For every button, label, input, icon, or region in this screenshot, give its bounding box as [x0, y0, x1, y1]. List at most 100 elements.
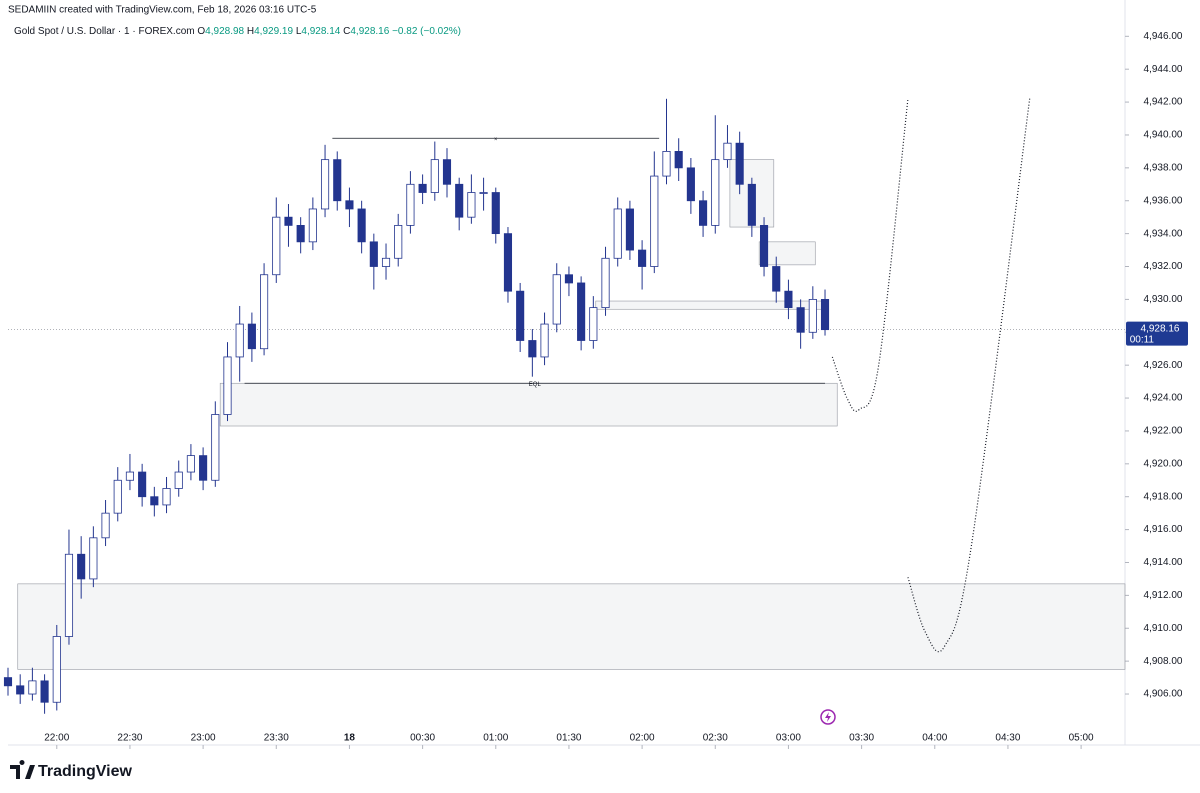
y-tick-label: 4,926.00	[1144, 360, 1183, 371]
candle-body	[369, 241, 378, 267]
candle-body	[162, 488, 171, 506]
y-tick-label: 4,920.00	[1144, 458, 1183, 469]
candle-body	[711, 159, 720, 226]
candle-body	[235, 323, 244, 358]
candle-body	[699, 200, 708, 226]
projection-path	[831, 98, 909, 412]
candle-body	[479, 192, 488, 194]
candle-body	[613, 208, 622, 259]
candle-body	[455, 183, 464, 218]
candle-body	[211, 414, 220, 481]
candle-body	[296, 225, 305, 243]
symbol-name: Gold Spot / U.S. Dollar · 1 · FOREX.com	[14, 26, 195, 37]
candle-body	[564, 274, 573, 284]
ohlc-value: 4,929.19	[254, 26, 293, 37]
zone	[219, 382, 838, 427]
brand: TradingView	[38, 763, 133, 780]
x-tick-label: 05:00	[1069, 733, 1094, 744]
candle-body	[723, 142, 732, 161]
x-tick-label: 23:30	[264, 733, 289, 744]
candle-body	[284, 216, 293, 226]
candle-body	[320, 159, 330, 210]
ohlc-label: L	[296, 26, 302, 37]
y-tick-label: 4,932.00	[1144, 261, 1183, 272]
y-tick-label: 4,946.00	[1144, 31, 1183, 42]
candle-body	[345, 200, 354, 210]
candle-body	[808, 298, 817, 333]
candle-body	[186, 455, 195, 473]
candle-body	[394, 225, 403, 259]
ohlc-value: 4,928.16	[350, 26, 389, 37]
credit: SEDAMIIN created with TradingView.com, F…	[8, 5, 317, 16]
candle-body	[516, 290, 525, 341]
candle-body	[89, 537, 98, 580]
y-tick-label: 4,908.00	[1144, 656, 1183, 667]
y-tick-label: 4,940.00	[1144, 130, 1183, 141]
y-tick-label: 4,916.00	[1144, 524, 1183, 535]
candle-body	[113, 479, 122, 514]
candle-body	[138, 471, 147, 498]
y-tick-label: 4,938.00	[1144, 162, 1183, 173]
candle-body	[686, 167, 695, 202]
y-tick-label: 4,942.00	[1144, 97, 1183, 108]
x-tick-label: 04:30	[995, 733, 1020, 744]
candle-body	[418, 183, 427, 193]
y-tick-label: 4,934.00	[1144, 228, 1183, 239]
x-tick-label: 22:30	[117, 733, 142, 744]
ohlc-label: C	[343, 26, 350, 37]
candle-body	[150, 496, 159, 506]
price-change: −0.82 (−0.02%)	[392, 26, 461, 37]
projection-path	[907, 97, 1031, 653]
candle-body	[406, 183, 415, 226]
candle-body	[308, 208, 317, 243]
candle-body	[491, 192, 500, 235]
candle-body	[772, 266, 781, 292]
x-tick-label: 22:00	[44, 733, 69, 744]
candle-body	[64, 553, 74, 637]
candle-body	[125, 471, 135, 481]
price-label-box	[1126, 321, 1188, 346]
candle-body	[528, 340, 537, 358]
candle-body	[101, 512, 110, 539]
level-label: ×	[494, 137, 498, 143]
candle-body	[40, 680, 49, 703]
candle-body	[601, 257, 610, 309]
countdown: 00:11	[1130, 334, 1155, 345]
zone	[17, 583, 1126, 670]
y-tick-label: 4,910.00	[1144, 623, 1183, 634]
candle-body	[674, 151, 683, 169]
level-label: EQL	[529, 382, 542, 388]
candle-body	[735, 142, 744, 185]
candle-body	[3, 677, 13, 687]
candle-body	[199, 455, 208, 481]
candle-body	[174, 471, 183, 489]
brand-logo: TradingView	[10, 759, 133, 780]
candle-body	[625, 208, 634, 251]
candle-body	[638, 249, 647, 267]
y-tick-label: 4,922.00	[1144, 426, 1183, 437]
candle-body	[747, 183, 756, 226]
candle-body	[503, 233, 513, 292]
y-tick-label: 4,912.00	[1144, 590, 1183, 601]
x-tick-label: 18	[344, 733, 356, 744]
candle-body	[796, 307, 805, 333]
y-tick-label: 4,944.00	[1144, 64, 1183, 75]
x-tick-label: 03:30	[849, 733, 874, 744]
candle-body	[784, 290, 793, 309]
x-tick-label: 02:30	[703, 733, 728, 744]
candle-body	[442, 159, 452, 185]
candle-body	[272, 216, 281, 276]
candle-body	[381, 257, 391, 267]
candle-body	[650, 175, 659, 267]
candle-body	[247, 323, 256, 350]
zone	[758, 241, 816, 266]
x-tick-label: 01:30	[556, 733, 581, 744]
candle-body	[16, 685, 25, 695]
y-tick-label: 4,936.00	[1144, 195, 1183, 206]
alert-icon[interactable]	[820, 709, 836, 725]
candle-body	[820, 298, 830, 331]
y-tick-label: 4,930.00	[1144, 294, 1183, 305]
candle-body	[589, 307, 598, 341]
